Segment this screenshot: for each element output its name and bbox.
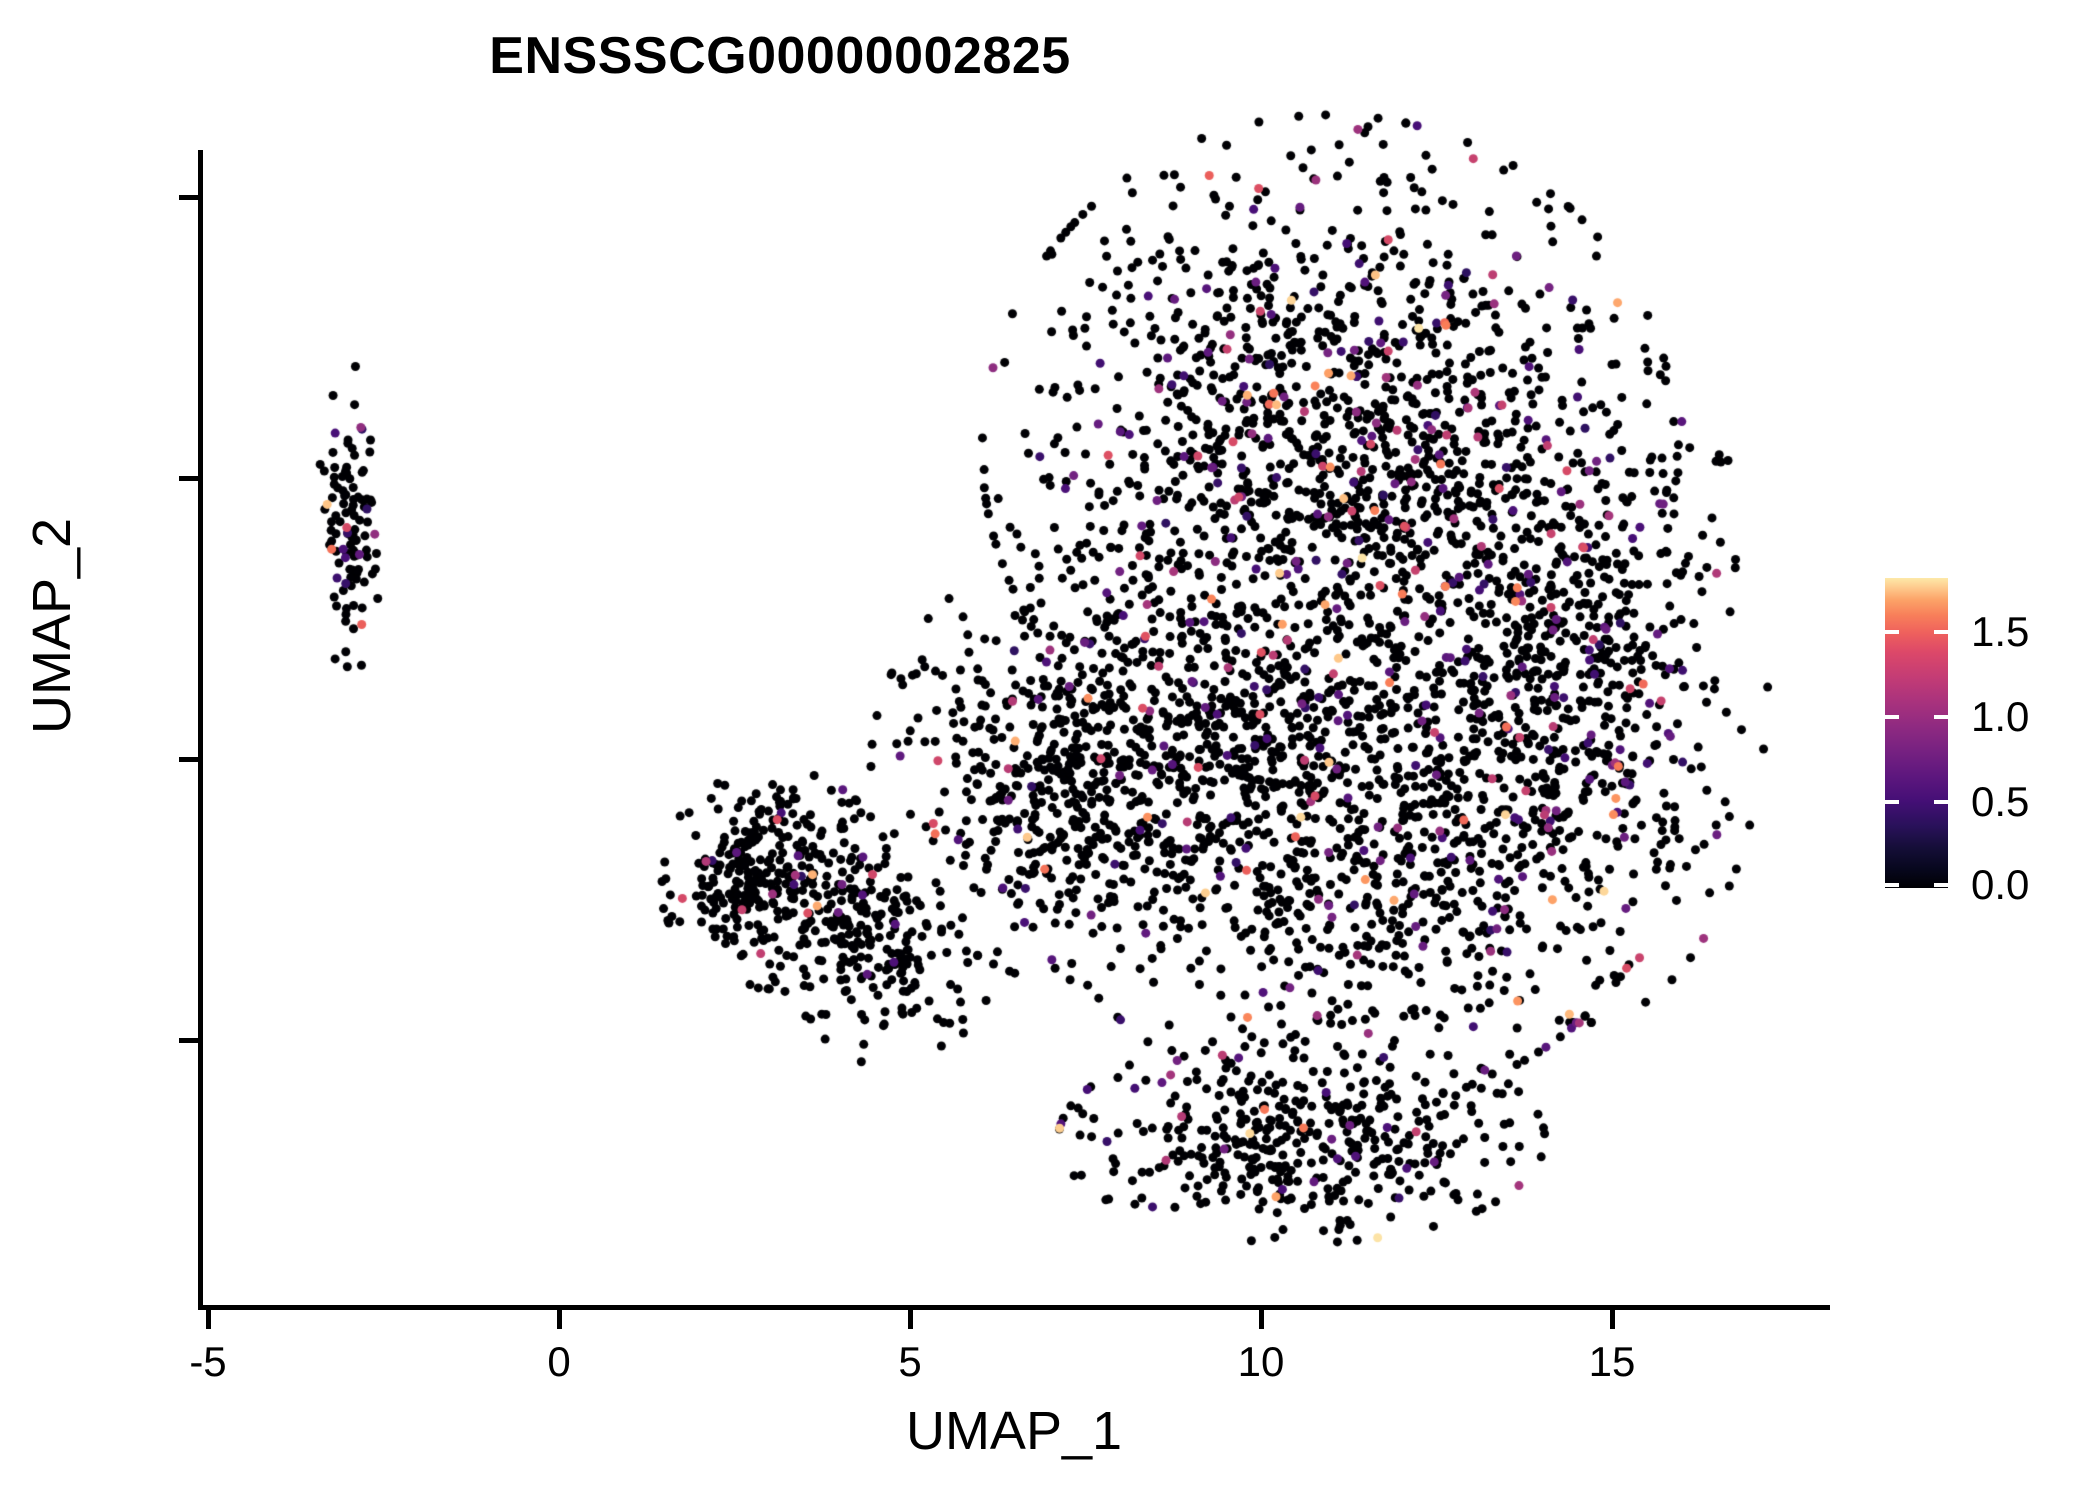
- colorbar-label-1_5: 1.5: [1971, 608, 2030, 655]
- x-axis-tick-10: [1259, 1310, 1264, 1329]
- colorbar-legend: 1.5 1.0 0.5 0.0: [1885, 578, 2029, 908]
- colorbar-label-0_0: 0.0: [1971, 861, 2030, 908]
- colorbar-label-1_0: 1.0: [1971, 693, 2030, 740]
- x-axis-tick-0: [557, 1310, 562, 1329]
- y-axis-line: [198, 150, 203, 1310]
- y-axis-title: UMAP_2: [22, 517, 82, 735]
- colorbar-tick-1_5-left: [1885, 630, 1899, 634]
- x-axis-tick-label-10: 10: [1237, 1338, 1285, 1385]
- y-axis-tick-12: [179, 195, 198, 200]
- x-axis-tick-label-minus5: -5: [189, 1338, 227, 1385]
- y-axis-tick-0: [179, 1038, 198, 1043]
- x-axis-tick-label-0: 0: [547, 1338, 571, 1385]
- x-axis-tick-5: [908, 1310, 913, 1329]
- colorbar-tick-1_0-left: [1885, 715, 1899, 719]
- x-axis-tick-minus5: [206, 1310, 211, 1329]
- colorbar-tick-0_0-left: [1885, 883, 1899, 887]
- colorbar-tick-0_5-left: [1885, 800, 1899, 804]
- colorbar-tick-0_5-right: [1934, 800, 1948, 804]
- x-axis-tick-label-5: 5: [898, 1338, 922, 1385]
- x-axis-title: UMAP_1: [905, 1401, 1123, 1461]
- colorbar-tick-1_0-right: [1934, 715, 1948, 719]
- colorbar-tick-1_5-right: [1934, 630, 1948, 634]
- colorbar-tick-0_0-right: [1934, 883, 1948, 887]
- colorbar-label-0_5: 0.5: [1971, 778, 2030, 825]
- y-axis-tick-4: [179, 757, 198, 762]
- colorbar-gradient: [1885, 578, 1948, 888]
- x-axis-line: [198, 1305, 1830, 1310]
- x-axis-tick-label-15: 15: [1588, 1338, 1636, 1385]
- x-axis-tick-15: [1610, 1310, 1615, 1329]
- y-axis-tick-8: [179, 476, 198, 481]
